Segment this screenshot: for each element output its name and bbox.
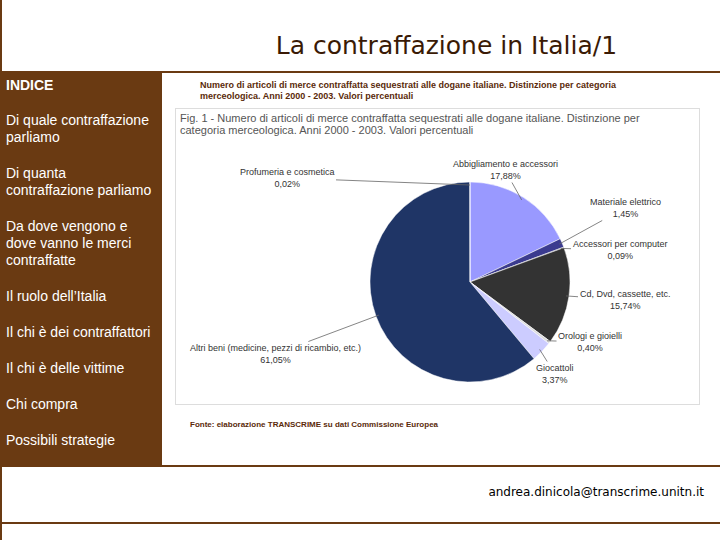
svg-text:Orologi e gioielli0,40%: Orologi e gioielli0,40%: [558, 331, 622, 353]
html-text:Il chi è delle vittime: Il chi è delle vittime: [6, 360, 125, 376]
html-text:Possibili strategie: Possibili strategie: [6, 432, 115, 448]
html-text:Di quanta contraffazione parli: Di quanta contraffazione parliamo: [6, 165, 152, 198]
html-text:Il ruolo dell’Italia: Il ruolo dell’Italia: [6, 288, 107, 304]
html-text:Fig. 1 - Numero di articoli di: Fig. 1 - Numero di articoli di merce con…: [180, 112, 640, 136]
svg-text:Cd, Dvd, cassette, etc.15,74%: Cd, Dvd, cassette, etc.15,74%: [580, 289, 671, 311]
html-text:Il chi è dei contraffattori: Il chi è dei contraffattori: [6, 324, 151, 340]
html-text:Da dove vengono e dove vanno l: Da dove vengono e dove vanno le merci co…: [6, 218, 132, 268]
svg-text:Abbigliamento e accessori17,88: Abbigliamento e accessori17,88%: [453, 159, 558, 181]
html-text:andrea.dinicola@transcrime.uni: andrea.dinicola@transcrime.unitn.it: [488, 485, 704, 499]
svg-text:Materiale elettrico1,45%: Materiale elettrico1,45%: [590, 197, 661, 219]
svg-text:La contraffazione in Italia/1: La contraffazione in Italia/1: [276, 31, 617, 60]
html-text:Numero di articoli di merce co: Numero di articoli di merce contraffatta…: [200, 80, 617, 101]
svg-text:Altri beni (medicine, pezzi di: Altri beni (medicine, pezzi di ricambio,…: [190, 343, 361, 365]
svg-text:Giocattoli3,37%: Giocattoli3,37%: [536, 363, 574, 385]
html-text:INDICE: INDICE: [6, 77, 54, 93]
svg-text:Profumeria e cosmetica0,02%: Profumeria e cosmetica0,02%: [240, 167, 335, 189]
svg-text:Accessori per computer0,09%: Accessori per computer0,09%: [573, 239, 668, 261]
html-text:Chi compra: Chi compra: [6, 396, 78, 412]
html-text:Fonte: elaborazione TRANSCRIME: Fonte: elaborazione TRANSCRIME su dati C…: [190, 420, 438, 429]
html-text:Di quale contraffazione parlia: Di quale contraffazione parliamo: [6, 112, 149, 145]
